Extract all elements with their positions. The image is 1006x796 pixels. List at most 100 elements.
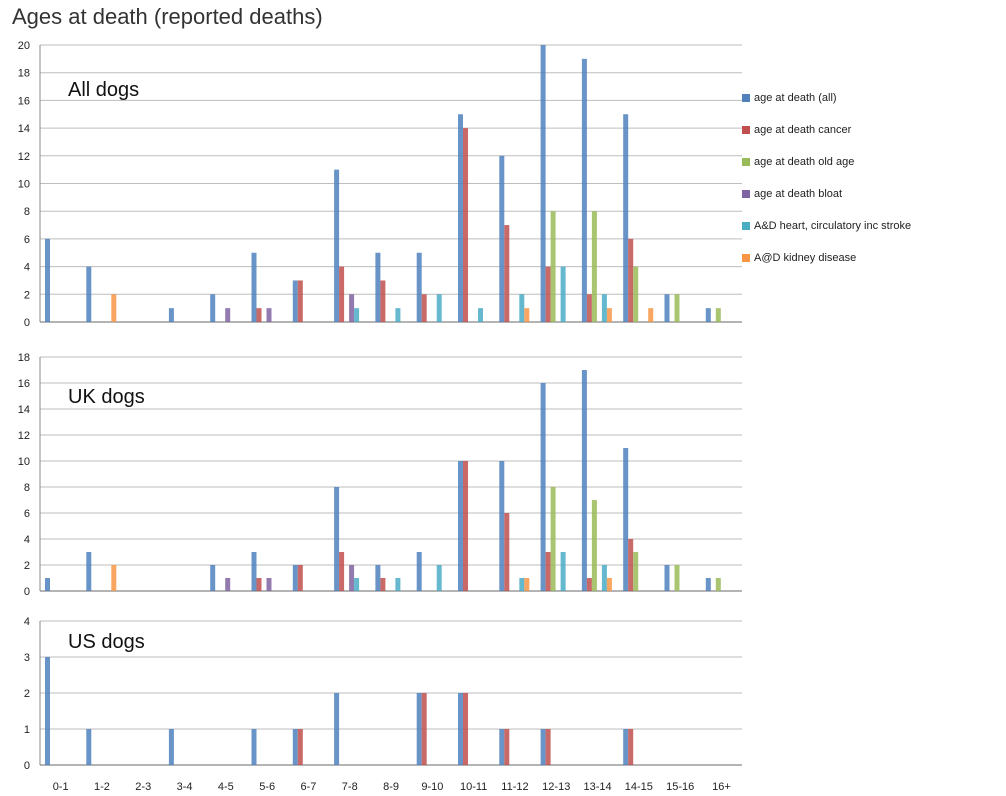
bar-kidney	[648, 308, 654, 322]
bar-all	[375, 252, 381, 322]
bar-old_age	[633, 552, 639, 591]
y-tick-label: 14	[18, 404, 30, 416]
x-tick-label: 6-7	[300, 781, 316, 793]
bar-cancer	[628, 539, 634, 591]
panel-label: US dogs	[68, 631, 145, 653]
bar-cancer	[504, 729, 510, 765]
y-tick-label: 2	[24, 289, 30, 301]
bar-old_age	[633, 266, 639, 322]
bar-cancer	[256, 578, 262, 591]
y-tick-label: 14	[18, 123, 30, 135]
y-tick-label: 16	[18, 378, 30, 390]
legend-item-bloat: age at death bloat	[742, 186, 842, 202]
bar-old_age	[550, 487, 556, 591]
bar-old_age	[674, 565, 680, 591]
y-tick-label: 10	[18, 179, 30, 191]
bar-all	[499, 729, 505, 765]
bar-all	[540, 45, 546, 322]
x-tick-label: 15-16	[666, 781, 694, 793]
legend-label: A@D kidney disease	[754, 252, 857, 264]
x-tick-label: 5-6	[259, 781, 275, 793]
bar-all	[334, 169, 340, 322]
y-tick-label: 10	[18, 456, 30, 468]
bar-cancer	[586, 294, 592, 322]
legend-label: age at death bloat	[754, 188, 843, 200]
bar-cancer	[421, 693, 427, 765]
y-tick-label: 1	[24, 724, 30, 736]
bar-all	[334, 487, 340, 591]
y-tick-label: 16	[18, 95, 30, 107]
bar-kidney	[606, 308, 612, 322]
bar-bloat	[225, 308, 231, 322]
y-tick-label: 2	[24, 560, 30, 572]
bar-old_age	[550, 211, 556, 322]
bar-heart	[436, 565, 442, 591]
bar-all	[623, 729, 629, 765]
bar-all	[664, 294, 670, 322]
chart-title: Ages at death (reported deaths)	[12, 4, 323, 29]
bar-cancer	[463, 461, 468, 591]
bar-heart	[354, 578, 360, 591]
bar-all	[168, 308, 174, 322]
bar-all	[251, 729, 257, 765]
bar-all	[540, 729, 546, 765]
y-tick-label: 12	[18, 151, 30, 163]
bar-cancer	[504, 513, 510, 591]
panel-all-dogs: 0 2 4 6 8 10 12 14 16 18 20 All dogs	[18, 40, 742, 329]
bar-kidney	[524, 308, 530, 322]
bar-cancer	[339, 266, 345, 322]
bar-old_age	[715, 578, 721, 591]
x-tick-label: 13-14	[583, 781, 611, 793]
bar-kidney	[111, 565, 117, 591]
x-tick-label: 12-13	[542, 781, 570, 793]
bar-bloat	[266, 578, 272, 591]
bar-kidney	[524, 578, 530, 591]
legend-swatch	[742, 222, 750, 230]
legend-item-heart: A&D heart, circulatory inc stroke	[742, 218, 911, 234]
bar-cancer	[586, 578, 592, 591]
x-tick-label: 2-3	[135, 781, 151, 793]
x-tick-label: 11-12	[501, 781, 528, 793]
bar-cancer	[421, 294, 427, 322]
bar-kidney	[606, 578, 612, 591]
bar-all	[416, 552, 422, 591]
y-tick-label: 6	[24, 234, 30, 246]
bar-cancer	[628, 729, 634, 765]
bar-heart	[560, 266, 566, 322]
legend-swatch	[742, 190, 750, 198]
bar-cancer	[545, 729, 551, 765]
x-tick-label: 8-9	[383, 781, 399, 793]
legend-label: A&D heart, circulatory inc stroke	[754, 220, 912, 232]
bar-old_age	[591, 500, 597, 591]
legend-item-cancer: age at death cancer	[742, 122, 851, 138]
bar-heart	[601, 565, 607, 591]
x-tick-label: 10-11	[460, 781, 487, 793]
bar-old_age	[674, 294, 680, 322]
legend-label: age at death old age	[754, 156, 855, 168]
x-tick-label: 0-1	[53, 781, 69, 793]
bar-cancer	[297, 280, 303, 322]
bar-bloat	[266, 308, 272, 322]
bar-heart	[436, 294, 442, 322]
bar-heart	[601, 294, 607, 322]
y-tick-label: 12	[18, 430, 30, 442]
bar-all	[499, 155, 505, 322]
bar-bloat	[349, 565, 355, 591]
x-tick-label: 14-15	[625, 781, 653, 793]
bar-all	[458, 693, 463, 765]
bar-all	[705, 308, 711, 322]
bar-all	[499, 461, 505, 591]
bar-heart	[519, 294, 525, 322]
panel-uk-dogs: 0 2 4 6 8 10 12 14 16 18 UK dogs	[18, 352, 742, 598]
bar-all	[375, 565, 381, 591]
y-tick-label: 4	[24, 616, 30, 628]
bar-all	[664, 565, 670, 591]
bar-cancer	[504, 225, 510, 322]
bar-heart	[395, 578, 401, 591]
bar-all	[45, 578, 50, 591]
y-tick-label: 4	[24, 262, 30, 274]
bar-cancer	[380, 578, 386, 591]
legend-label: age at death cancer	[754, 124, 852, 136]
bar-cancer	[256, 308, 262, 322]
legend-item-kidney: A@D kidney disease	[742, 250, 856, 266]
